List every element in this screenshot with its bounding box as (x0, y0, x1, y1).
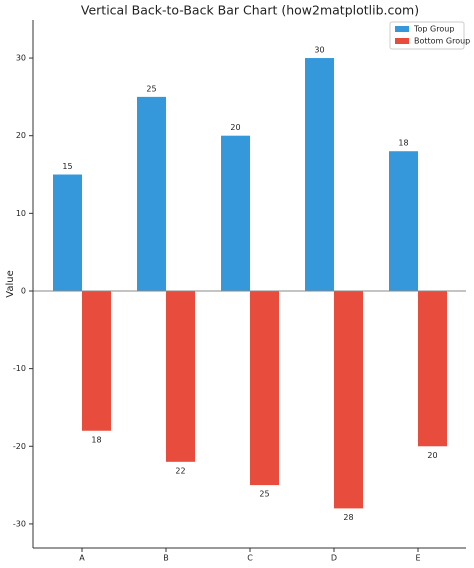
value-label: 15 (62, 162, 72, 171)
x-tick-label: E (415, 554, 420, 563)
bar (334, 290, 363, 509)
x-tick-label: B (163, 554, 169, 563)
value-label: 20 (427, 451, 437, 460)
y-tick-label: -30 (13, 519, 26, 528)
bar (53, 174, 82, 291)
value-label: 30 (314, 46, 324, 55)
y-axis-label: Value (5, 270, 16, 297)
bar (305, 58, 334, 291)
value-label: 20 (230, 123, 240, 132)
value-label: 22 (175, 466, 185, 475)
bar (221, 135, 250, 291)
legend-text: Top Group (413, 25, 454, 34)
x-tick-label: D (331, 554, 337, 563)
legend-swatch (395, 38, 409, 44)
bar (250, 290, 279, 486)
value-label: 28 (343, 513, 353, 522)
legend-swatch (395, 26, 409, 32)
value-label: 18 (91, 435, 101, 444)
legend-text: Bottom Group (414, 37, 470, 46)
chart-title: Vertical Back-to-Back Bar Chart (how2mat… (81, 3, 419, 18)
value-label: 25 (146, 84, 156, 93)
x-tick-label: A (79, 554, 85, 563)
y-tick-label: 10 (16, 209, 26, 218)
y-tick-label: -10 (13, 364, 26, 373)
y-tick-label: -20 (13, 442, 26, 451)
bar (137, 96, 166, 291)
bar (82, 290, 111, 431)
y-tick-label: 0 (21, 286, 26, 295)
y-tick-label: 20 (16, 131, 26, 140)
x-tick-label: C (247, 554, 253, 563)
bar (418, 290, 447, 447)
value-label: 25 (259, 490, 269, 499)
bar (166, 290, 195, 462)
y-tick-label: 30 (16, 54, 26, 63)
value-label: 18 (398, 139, 408, 148)
bar (389, 151, 418, 291)
